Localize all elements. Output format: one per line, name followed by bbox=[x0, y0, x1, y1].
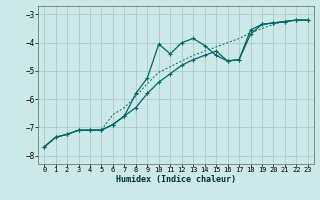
X-axis label: Humidex (Indice chaleur): Humidex (Indice chaleur) bbox=[116, 175, 236, 184]
